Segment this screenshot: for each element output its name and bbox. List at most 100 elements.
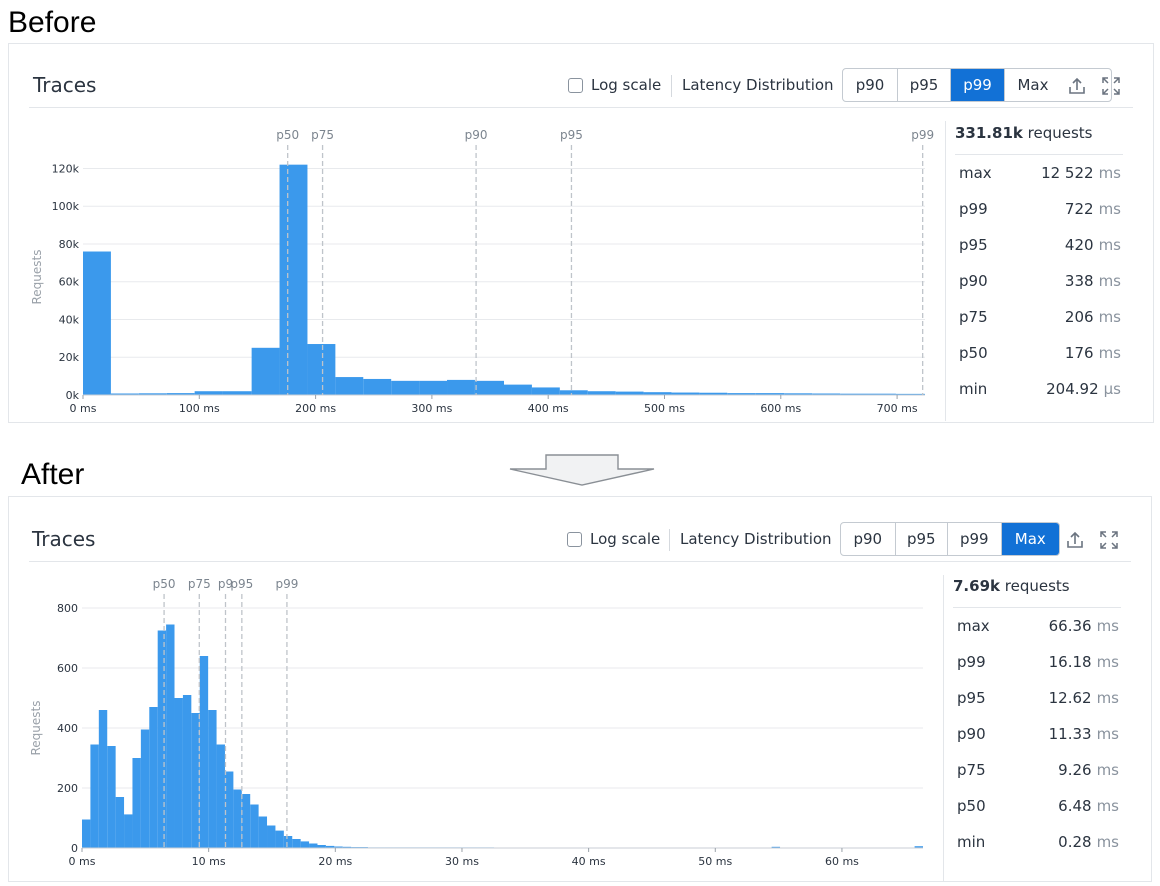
- stat-value: 722: [1064, 200, 1094, 218]
- stat-label: p90: [959, 272, 988, 290]
- p95-button[interactable]: p95: [894, 523, 948, 555]
- percentile-marker-label: p95: [560, 128, 583, 142]
- stat-label: p95: [957, 689, 986, 707]
- x-tick-label: 400 ms: [528, 402, 569, 415]
- header-divider: [29, 561, 1131, 562]
- stats-rule: [955, 154, 1123, 155]
- histogram-bar: [258, 816, 268, 848]
- y-tick-label: 400: [57, 722, 78, 735]
- request-count-suffix: requests: [1027, 124, 1093, 142]
- max-button[interactable]: Max: [1004, 69, 1061, 101]
- percentile-marker-label: p50: [276, 128, 299, 142]
- histogram-bar: [342, 846, 352, 848]
- log-scale-checkbox[interactable]: [568, 77, 583, 93]
- p90-button[interactable]: p90: [853, 530, 883, 548]
- histogram-bar: [391, 380, 420, 395]
- histogram-bar: [208, 710, 217, 848]
- histogram-bar: [447, 379, 475, 395]
- stat-row-p90: p90 338 ms: [959, 272, 1121, 290]
- histogram-bar: [309, 843, 318, 848]
- stats-request-count: 7.69k requests: [953, 577, 1070, 595]
- histogram-bar: [138, 393, 167, 395]
- stat-label: max: [957, 617, 990, 635]
- p99-button[interactable]: p99: [950, 69, 1004, 101]
- stat-value: 9.26: [1058, 761, 1092, 779]
- log-scale-label: Log scale: [591, 76, 662, 94]
- p99-button[interactable]: p99: [947, 523, 1001, 555]
- x-tick-label: 0 ms: [70, 402, 97, 415]
- percentile-marker-label: p75: [188, 577, 211, 591]
- histogram-bar: [283, 836, 293, 848]
- histogram-bar: [279, 164, 308, 395]
- before-panel: Traces Log scale Latency Distribution p9…: [8, 43, 1154, 423]
- histogram-bar: [140, 729, 150, 848]
- stat-row-p99: p99 16.18 ms: [957, 653, 1119, 671]
- expand-icon[interactable]: [1100, 75, 1122, 97]
- panel-title: Traces: [33, 73, 97, 97]
- histogram-bar: [166, 624, 175, 848]
- stat-unit: µs: [1103, 380, 1121, 398]
- stat-row-min: min 0.28 ms: [957, 833, 1119, 851]
- p95-button[interactable]: p95: [897, 69, 950, 101]
- histogram-bar: [83, 251, 111, 395]
- log-scale-toggle[interactable]: Log scale: [568, 76, 661, 94]
- y-axis-label: Requests: [30, 250, 44, 305]
- histogram-bar: [174, 698, 183, 848]
- stat-value: 420: [1064, 236, 1094, 254]
- x-tick-label: 10 ms: [192, 855, 226, 868]
- x-tick-label: 600 ms: [760, 402, 801, 415]
- stat-value: 12.62: [1048, 689, 1092, 707]
- log-scale-toggle[interactable]: Log scale: [567, 530, 660, 548]
- x-tick-label: 60 ms: [825, 855, 859, 868]
- stat-value: 204.92: [1046, 380, 1099, 398]
- histogram-bar: [325, 845, 335, 848]
- export-icon[interactable]: [1066, 75, 1088, 97]
- percentile-marker-label: p99: [911, 128, 934, 142]
- histogram-bar: [267, 825, 276, 848]
- histogram-bar: [241, 794, 251, 848]
- x-tick-label: 700 ms: [877, 402, 918, 415]
- y-tick-label: 40k: [59, 313, 80, 326]
- x-tick-label: 0 ms: [69, 855, 96, 868]
- histogram-bar: [868, 393, 896, 395]
- histogram-bar: [115, 797, 125, 848]
- stat-label: p99: [959, 200, 988, 218]
- y-tick-label: 800: [57, 602, 78, 615]
- stat-unit: ms: [1098, 308, 1121, 326]
- y-tick-label: 80k: [59, 238, 80, 251]
- percentile-selector: p90 p95 p99 Max: [842, 68, 1112, 102]
- histogram-bar: [671, 392, 700, 395]
- export-icon[interactable]: [1064, 529, 1086, 551]
- max-button[interactable]: Max: [1000, 523, 1059, 555]
- histogram-bar: [233, 789, 242, 848]
- histogram-bar: [222, 391, 252, 395]
- stat-label: p95: [959, 236, 988, 254]
- stat-row-p99: p99 722 ms: [959, 200, 1121, 218]
- histogram-bar: [531, 387, 560, 395]
- toolbar-divider: [671, 75, 672, 97]
- histogram-bar: [191, 713, 200, 848]
- x-tick-label: 50 ms: [698, 855, 732, 868]
- percentile-marker-label: p95: [230, 577, 253, 591]
- histogram-bar: [90, 744, 99, 848]
- expand-icon[interactable]: [1098, 529, 1120, 551]
- histogram-bar: [98, 710, 108, 848]
- stat-label: p75: [959, 308, 988, 326]
- stat-unit: ms: [1096, 617, 1119, 635]
- panel-title: Traces: [32, 527, 96, 551]
- histogram-bar: [82, 819, 91, 848]
- histogram-bar: [216, 744, 225, 848]
- stat-unit: ms: [1098, 236, 1121, 254]
- stat-row-min: min 204.92 µs: [959, 380, 1121, 398]
- log-scale-checkbox[interactable]: [567, 531, 582, 547]
- histogram-bar: [727, 393, 756, 395]
- histogram-bar: [224, 771, 234, 848]
- after-label: After: [21, 458, 85, 491]
- stat-row-max: max 66.36 ms: [957, 617, 1119, 635]
- stat-unit: ms: [1098, 164, 1121, 182]
- p90-button[interactable]: p90: [855, 76, 885, 94]
- histogram-bar: [784, 393, 813, 395]
- x-tick-label: 500 ms: [644, 402, 685, 415]
- histogram-bar: [504, 384, 532, 395]
- histogram-bar: [914, 846, 923, 848]
